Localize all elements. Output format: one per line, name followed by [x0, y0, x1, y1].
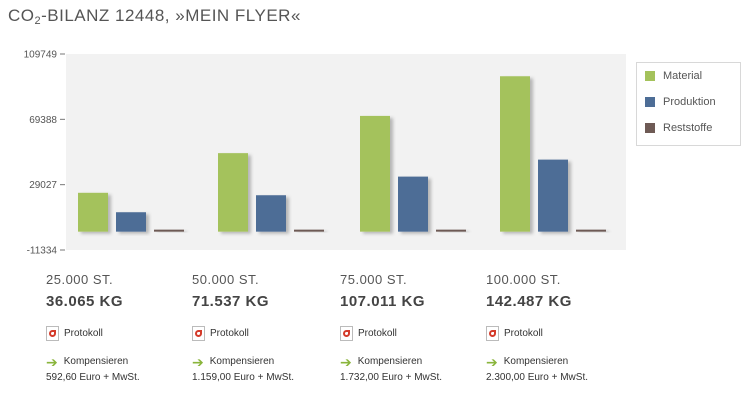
- pdf-icon: [192, 326, 205, 341]
- bar-produktion: [116, 212, 146, 232]
- page-title: CO2-BILANZ 12448, »MEIN FLYER«: [8, 6, 301, 27]
- chart-legend: Material Produktion Reststoffe: [636, 62, 741, 146]
- co2-weight: 107.011 KG: [340, 293, 426, 310]
- bar-reststoffe: [436, 229, 466, 232]
- co2-weight: 142.487 KG: [486, 293, 572, 310]
- bar-reststoffe: [576, 229, 606, 232]
- y-tick-label: 109749: [24, 50, 58, 61]
- quantity-label: 25.000 ST.: [46, 272, 114, 287]
- quantity-columns: 25.000 ST. 36.065 KG Protokoll ➔ Kompens…: [0, 272, 754, 412]
- quantity-column: 25.000 ST. 36.065 KG Protokoll ➔ Kompens…: [46, 272, 191, 383]
- legend-item-produktion: Produktion: [637, 89, 740, 115]
- legend-item-material: Material: [637, 63, 740, 89]
- y-tick-label: 69388: [29, 115, 57, 126]
- arrow-right-icon: ➔: [46, 353, 58, 370]
- arrow-right-icon: ➔: [340, 353, 352, 370]
- title-suffix: -BILANZ 12448, »MEIN FLYER«: [41, 6, 301, 25]
- co2-weight: 71.537 KG: [192, 293, 270, 310]
- compensation-price: 2.300,00 Euro + MwSt.: [486, 372, 589, 383]
- compensate-link[interactable]: ➔ Kompensieren: [486, 353, 631, 370]
- pdf-icon: [340, 326, 353, 341]
- protocol-link[interactable]: Protokoll: [340, 326, 485, 341]
- plot-area: [66, 54, 626, 250]
- protocol-label: Protokoll: [64, 328, 103, 339]
- title-prefix: CO: [8, 6, 35, 25]
- y-tick-label: -11334: [27, 246, 58, 257]
- arrow-right-icon: ➔: [192, 353, 204, 370]
- co2-weight: 36.065 KG: [46, 293, 124, 310]
- bar-material: [360, 115, 390, 232]
- pdf-icon: [486, 326, 499, 341]
- quantity-label: 100.000 ST.: [486, 272, 561, 287]
- compensate-label: Kompensieren: [63, 356, 129, 367]
- bar-material: [218, 153, 248, 232]
- legend-item-reststoffe: Reststoffe: [637, 115, 740, 141]
- compensate-label: Kompensieren: [503, 356, 569, 367]
- legend-swatch-reststoffe: [645, 123, 655, 133]
- legend-swatch-produktion: [645, 97, 655, 107]
- bar-group: [78, 76, 606, 232]
- compensate-label: Kompensieren: [357, 356, 423, 367]
- quantity-label: 75.000 ST.: [340, 272, 408, 287]
- protocol-label: Protokoll: [504, 328, 543, 339]
- protocol-label: Protokoll: [210, 328, 249, 339]
- protocol-link[interactable]: Protokoll: [486, 326, 631, 341]
- quantity-column: 75.000 ST. 107.011 KG Protokoll ➔ Kompen…: [340, 272, 485, 383]
- bar-material: [78, 192, 108, 232]
- compensate-link[interactable]: ➔ Kompensieren: [340, 353, 485, 370]
- bar-produktion: [538, 159, 568, 232]
- protocol-link[interactable]: Protokoll: [46, 326, 191, 341]
- compensation-price: 1.159,00 Euro + MwSt.: [192, 372, 295, 383]
- compensate-link[interactable]: ➔ Kompensieren: [46, 353, 191, 370]
- compensation-price: 592,60 Euro + MwSt.: [46, 372, 140, 383]
- compensation-price: 1.732,00 Euro + MwSt.: [340, 372, 443, 383]
- compensate-label: Kompensieren: [209, 356, 275, 367]
- title-subscript: 2: [34, 15, 42, 27]
- quantity-label: 50.000 ST.: [192, 272, 260, 287]
- protocol-label: Protokoll: [358, 328, 397, 339]
- y-tick-label: 29027: [29, 180, 57, 191]
- bar-material: [500, 76, 530, 232]
- quantity-column: 100.000 ST. 142.487 KG Protokoll ➔ Kompe…: [486, 272, 631, 383]
- compensate-link[interactable]: ➔ Kompensieren: [192, 353, 337, 370]
- quantity-column: 50.000 ST. 71.537 KG Protokoll ➔ Kompens…: [192, 272, 337, 383]
- legend-label-reststoffe: Reststoffe: [663, 122, 713, 134]
- legend-label-material: Material: [663, 70, 703, 82]
- bar-produktion: [398, 176, 428, 232]
- arrow-right-icon: ➔: [486, 353, 498, 370]
- protocol-link[interactable]: Protokoll: [192, 326, 337, 341]
- legend-label-produktion: Produktion: [663, 96, 716, 108]
- bar-reststoffe: [154, 229, 184, 232]
- legend-swatch-material: [645, 71, 655, 81]
- bar-reststoffe: [294, 229, 324, 232]
- co2-bar-chart: 109749 69388 29027 -11334: [24, 50, 626, 257]
- bar-produktion: [256, 195, 286, 232]
- y-axis: 109749 69388 29027 -11334: [24, 50, 65, 257]
- pdf-icon: [46, 326, 59, 341]
